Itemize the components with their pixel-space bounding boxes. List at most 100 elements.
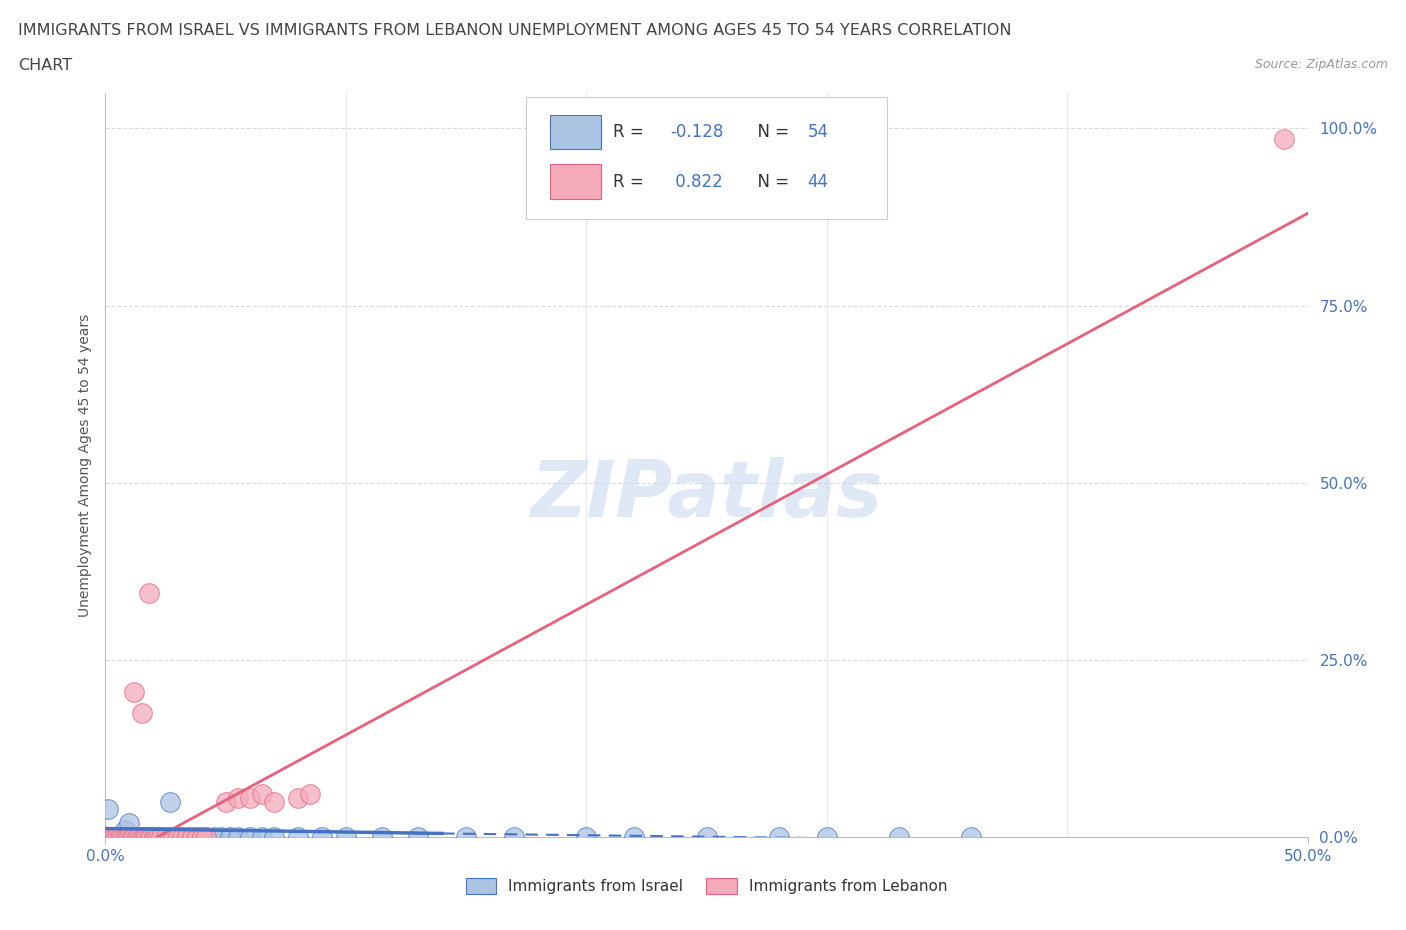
Point — [135, 830, 157, 844]
Point — [1272, 132, 1295, 147]
Point — [195, 830, 218, 844]
Point — [214, 794, 236, 809]
Point — [226, 830, 249, 844]
Text: ZIPatlas: ZIPatlas — [530, 457, 883, 533]
Point — [118, 830, 141, 844]
Point — [371, 830, 394, 844]
Point — [111, 830, 134, 844]
Text: 54: 54 — [807, 124, 828, 141]
Point — [98, 830, 121, 844]
Point — [250, 830, 273, 844]
Point — [181, 830, 204, 844]
Point — [226, 790, 249, 805]
Point — [115, 830, 138, 844]
Point — [148, 830, 170, 844]
Point — [181, 830, 204, 844]
FancyBboxPatch shape — [526, 97, 887, 219]
Point — [209, 830, 232, 844]
Point — [135, 830, 157, 844]
Point — [166, 830, 188, 844]
Point — [186, 830, 208, 844]
Point — [159, 830, 181, 844]
Point — [104, 830, 127, 844]
Point — [149, 830, 172, 844]
Point — [162, 830, 184, 844]
Point — [114, 830, 136, 844]
FancyBboxPatch shape — [550, 114, 600, 149]
Point — [139, 830, 162, 844]
Point — [195, 830, 218, 844]
Point — [132, 830, 155, 844]
Point — [97, 830, 120, 844]
Point — [101, 830, 124, 844]
Point — [145, 830, 167, 844]
Point — [696, 830, 718, 844]
Text: CHART: CHART — [18, 58, 72, 73]
Point — [114, 822, 136, 837]
Text: R =: R = — [613, 124, 648, 141]
Point — [108, 830, 131, 844]
Text: N =: N = — [748, 124, 794, 141]
Point — [131, 830, 153, 844]
Point — [454, 830, 477, 844]
Point — [98, 830, 121, 844]
Point — [138, 830, 160, 844]
Point — [142, 830, 165, 844]
Point — [131, 830, 153, 844]
Point — [190, 830, 212, 844]
Point — [239, 830, 262, 844]
Point — [159, 794, 181, 809]
Point — [124, 830, 146, 844]
Point — [190, 830, 212, 844]
Point — [97, 802, 120, 817]
Point — [186, 830, 208, 844]
Point — [176, 830, 198, 844]
Point — [128, 830, 150, 844]
Text: R =: R = — [613, 173, 648, 192]
Text: 44: 44 — [807, 173, 828, 192]
Point — [887, 830, 910, 844]
Text: IMMIGRANTS FROM ISRAEL VS IMMIGRANTS FROM LEBANON UNEMPLOYMENT AMONG AGES 45 TO : IMMIGRANTS FROM ISRAEL VS IMMIGRANTS FRO… — [18, 23, 1012, 38]
Point — [287, 830, 309, 844]
Point — [263, 794, 285, 809]
Point — [162, 830, 184, 844]
Point — [128, 830, 150, 844]
Point — [155, 830, 177, 844]
Text: N =: N = — [748, 173, 794, 192]
Legend: Immigrants from Israel, Immigrants from Lebanon: Immigrants from Israel, Immigrants from … — [460, 871, 953, 900]
Point — [250, 787, 273, 802]
Point — [298, 787, 321, 802]
Point — [108, 830, 131, 844]
Text: 0.822: 0.822 — [671, 173, 723, 192]
Text: Source: ZipAtlas.com: Source: ZipAtlas.com — [1254, 58, 1388, 71]
Point — [311, 830, 333, 844]
Point — [145, 830, 167, 844]
Point — [575, 830, 598, 844]
Point — [107, 830, 129, 844]
Point — [124, 830, 146, 844]
Point — [121, 830, 143, 844]
Point — [263, 830, 285, 844]
Point — [124, 684, 146, 699]
Point — [101, 830, 124, 844]
Point — [172, 830, 194, 844]
Point — [960, 830, 983, 844]
Point — [219, 830, 242, 844]
Point — [406, 830, 429, 844]
Point — [121, 830, 143, 844]
Point — [111, 830, 134, 844]
Point — [148, 830, 170, 844]
Point — [138, 830, 160, 844]
Point — [115, 830, 138, 844]
FancyBboxPatch shape — [550, 165, 600, 199]
Point — [287, 790, 309, 805]
Point — [104, 830, 127, 844]
Point — [503, 830, 526, 844]
Point — [155, 830, 177, 844]
Point — [149, 830, 172, 844]
Point — [768, 830, 790, 844]
Point — [176, 830, 198, 844]
Point — [239, 790, 262, 805]
Point — [138, 585, 160, 600]
Point — [125, 830, 148, 844]
